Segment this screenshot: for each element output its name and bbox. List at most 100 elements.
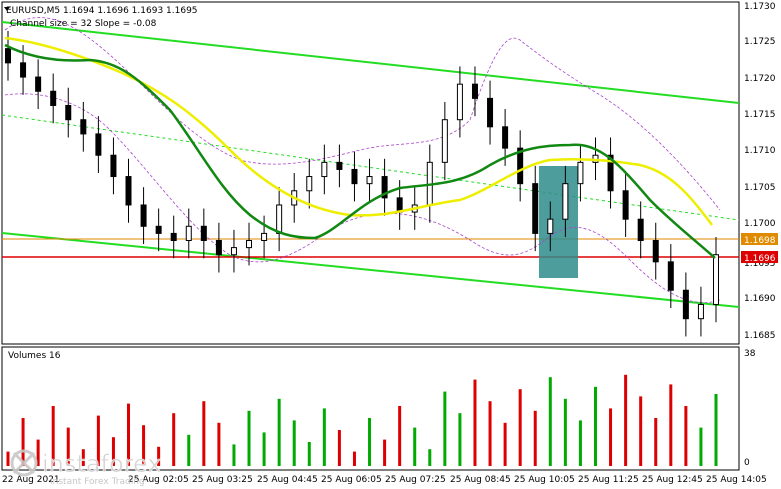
channel-upper-line bbox=[1, 21, 740, 104]
price-tick: 1.1690 bbox=[744, 294, 776, 304]
volume-bar bbox=[187, 434, 191, 466]
ma-slow-line bbox=[4, 36, 714, 226]
volume-bar bbox=[51, 406, 55, 466]
candle-body bbox=[170, 232, 177, 242]
volume-bar bbox=[6, 451, 10, 466]
volume-bar bbox=[337, 430, 341, 466]
volume-bar bbox=[277, 398, 281, 466]
candle-body bbox=[215, 240, 222, 256]
volume-bar bbox=[36, 439, 40, 466]
time-label: 25 Aug 10:05 bbox=[514, 475, 575, 485]
volume-bar bbox=[81, 449, 85, 466]
candle-body bbox=[532, 183, 539, 234]
price-panel[interactable] bbox=[1, 1, 740, 345]
candle-body bbox=[713, 254, 719, 305]
volume-bar bbox=[322, 408, 326, 466]
candle-body bbox=[562, 183, 569, 220]
volume-bar bbox=[172, 413, 176, 466]
volume-bar bbox=[624, 374, 628, 466]
price-tick: 1.1685 bbox=[744, 331, 776, 341]
volume-bar bbox=[684, 406, 688, 466]
volume-bar bbox=[247, 410, 251, 466]
volume-bar bbox=[473, 379, 477, 466]
volume-bar bbox=[142, 425, 146, 466]
volume-bar bbox=[217, 422, 221, 466]
instaforex-logo-icon bbox=[10, 449, 38, 477]
candle-body bbox=[321, 161, 328, 178]
watermark-brand: instaforex bbox=[42, 450, 162, 478]
candle-body bbox=[261, 232, 268, 242]
volume-bar bbox=[563, 398, 567, 466]
volume-bar bbox=[639, 396, 643, 466]
candle-body bbox=[652, 240, 659, 263]
price-tick: 1.1730 bbox=[744, 2, 776, 12]
candle-body bbox=[110, 154, 117, 178]
time-axis: 22 Aug 2021 25 Aug 02:05 25 Aug 03:25 25… bbox=[2, 475, 767, 485]
volume-bar bbox=[398, 406, 402, 466]
volume-bar bbox=[352, 451, 356, 466]
volume-bar bbox=[157, 446, 161, 466]
candle-body bbox=[80, 119, 87, 135]
volume-bar bbox=[127, 403, 131, 466]
volume-bar bbox=[609, 408, 613, 466]
candle-body bbox=[65, 104, 72, 121]
volume-bar bbox=[21, 418, 25, 466]
volume-bar bbox=[292, 420, 296, 466]
candle-body bbox=[276, 204, 283, 234]
candle-body bbox=[306, 176, 313, 192]
dropdown-arrow-icon[interactable] bbox=[4, 7, 10, 11]
candle-body bbox=[622, 190, 629, 220]
band-upper bbox=[4, 17, 721, 211]
candle-body bbox=[471, 83, 478, 99]
candle-body bbox=[607, 154, 614, 192]
price-tick: 1.1705 bbox=[744, 183, 776, 193]
volume-bar bbox=[66, 427, 70, 466]
candle-body bbox=[517, 147, 524, 185]
price-tick: 1.1725 bbox=[744, 37, 776, 47]
candle-body bbox=[577, 161, 584, 185]
volume-bar bbox=[714, 394, 718, 466]
price-tick: 1.1720 bbox=[744, 74, 776, 84]
watermark-tagline: Instant Forex Trading bbox=[50, 477, 145, 487]
candle-body bbox=[35, 76, 42, 92]
time-label: 25 Aug 12:45 bbox=[642, 475, 703, 485]
level-orange-label: 1.1698 bbox=[744, 236, 776, 246]
volume-bar bbox=[548, 377, 552, 466]
volume-title: Volumes 16 bbox=[8, 351, 61, 361]
volume-bar bbox=[96, 415, 100, 466]
volume-bar bbox=[488, 401, 492, 466]
price-tick: 1.1700 bbox=[744, 219, 776, 229]
volume-bar bbox=[307, 442, 311, 466]
candle-body bbox=[637, 218, 644, 242]
candle-body bbox=[125, 176, 132, 206]
candle-body bbox=[547, 218, 554, 234]
level-red-label: 1.1696 bbox=[744, 254, 776, 264]
candle-body bbox=[246, 240, 253, 249]
level-orange-tag bbox=[741, 233, 778, 245]
indicator-header: Channel size = 32 Slope = -0.08 bbox=[10, 19, 157, 29]
volume-tick-max: 38 bbox=[744, 349, 756, 359]
price-tick: 1.1715 bbox=[744, 110, 776, 120]
highlight-zone bbox=[539, 166, 578, 278]
candle-body bbox=[50, 90, 57, 106]
candle-body bbox=[140, 204, 147, 227]
candle-body bbox=[155, 225, 162, 234]
time-label: 25 Aug 06:05 bbox=[321, 475, 382, 485]
time-label: 25 Aug 03:25 bbox=[192, 475, 253, 485]
volume-bar bbox=[368, 418, 372, 466]
candle-body bbox=[230, 247, 237, 256]
volume-bar bbox=[669, 384, 673, 466]
candle-body bbox=[487, 97, 494, 128]
candle-body bbox=[5, 48, 11, 64]
candle-body bbox=[95, 133, 102, 156]
price-tick: 1.1710 bbox=[744, 146, 776, 156]
level-red-tag bbox=[741, 251, 778, 263]
chart-symbol-header: EURUSD,M5 1.1694 1.1696 1.1693 1.1695 bbox=[6, 6, 198, 16]
candle-body bbox=[456, 83, 463, 121]
price-tick: 1.1695 bbox=[744, 259, 776, 269]
candle-body bbox=[682, 289, 689, 320]
channel-mid-line bbox=[1, 114, 740, 221]
candle-body bbox=[697, 303, 704, 320]
ma-fast-line bbox=[4, 43, 716, 259]
